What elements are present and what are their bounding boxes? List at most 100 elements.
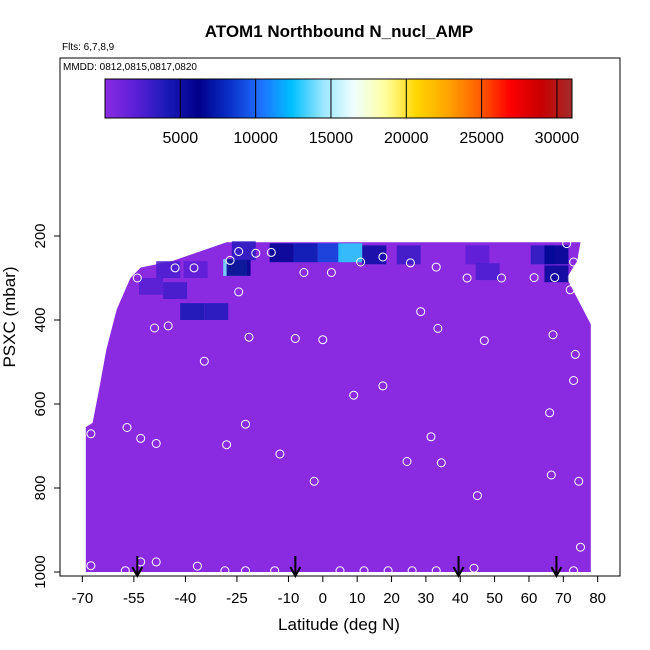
x-tick-label: 40 (452, 590, 469, 607)
sample-point (407, 566, 417, 576)
flight-arrow (131, 556, 144, 579)
x-tick-label: 10 (349, 590, 366, 607)
colorbar-tick-label: 5000 (163, 130, 199, 147)
y-tick-label: 600 (32, 391, 49, 416)
heatmap-cell (226, 259, 251, 276)
x-tick-label: -70 (71, 590, 93, 607)
y-tick-label: 200 (32, 223, 49, 248)
sample-point (479, 336, 489, 346)
sample-point (405, 258, 415, 268)
x-tick-label: 0 (319, 590, 327, 607)
sample-point (220, 566, 230, 576)
sample-point (529, 273, 539, 283)
sample-point (163, 321, 173, 331)
sample-point (383, 566, 393, 576)
sample-point (244, 332, 254, 342)
colorbar-tick-label: 15000 (309, 130, 354, 147)
x-axis: -70 -55 -40 -25 -10 0 10 20 30 40 50 60 70 80 (71, 576, 606, 607)
sample-point (120, 566, 130, 576)
colorbar-tick-label: 20000 (384, 130, 429, 147)
y-tick-label: 400 (32, 307, 49, 332)
x-tick-label: 30 (418, 590, 435, 607)
x-tick-label: 70 (555, 590, 572, 607)
x-tick-label: -55 (123, 590, 145, 607)
sample-point (548, 330, 558, 340)
sample-point (545, 408, 555, 418)
colorbar (104, 78, 573, 119)
x-tick-label: 50 (486, 590, 503, 607)
sample-point (565, 285, 575, 295)
heatmap-cell (338, 243, 363, 263)
flight-arrow (550, 556, 563, 579)
x-tick-label: 20 (383, 590, 400, 607)
sample-point (151, 557, 161, 567)
sample-point (569, 257, 579, 267)
sample-point (550, 273, 560, 283)
sample-point (170, 263, 180, 273)
sample-point (318, 335, 328, 345)
y-tick-label: 1000 (32, 555, 49, 588)
heatmap-cell (293, 243, 318, 263)
sample-point (299, 268, 309, 277)
sample-point (234, 287, 244, 297)
heatmap-cell (139, 278, 163, 295)
x-tick-label: -25 (226, 590, 248, 607)
sample-point (589, 315, 599, 325)
sample-point (270, 566, 280, 576)
sample-point (309, 476, 319, 486)
sample-point (359, 566, 369, 576)
sample-point (234, 247, 244, 256)
sample-point (431, 262, 441, 272)
sample-point (326, 268, 336, 277)
colorbar-tick-label: 30000 (535, 130, 580, 147)
sample-point (378, 252, 388, 262)
sample-point (192, 561, 202, 571)
heatmap-cell (544, 245, 569, 265)
sample-point (132, 273, 142, 283)
sample-point (266, 247, 276, 257)
heatmap-cell (396, 245, 421, 265)
heatmap-cell (362, 245, 387, 265)
sample-point (436, 458, 446, 468)
y-axis-label: PSXC (mbar) (0, 266, 19, 367)
sample-point (199, 356, 209, 366)
x-tick-label: -10 (278, 590, 300, 607)
sample-point (576, 542, 585, 552)
y-axis: 200 400 600 800 1000 (32, 223, 60, 589)
x-tick-label: 80 (589, 590, 606, 607)
sample-point (335, 566, 345, 576)
sample-point (431, 566, 441, 576)
heatmap-cell (180, 303, 205, 320)
dates-label: MMDD: 0812,0815,0817,0820 (63, 62, 197, 73)
heatmap-cell (183, 261, 208, 278)
sample-point (378, 381, 388, 391)
y-tick-label: 800 (32, 475, 49, 500)
sample-point (402, 457, 412, 466)
sample-point (189, 263, 199, 273)
sample-point (136, 433, 146, 443)
sample-point (241, 419, 250, 429)
sample-point (86, 429, 96, 439)
sample-point (225, 255, 235, 265)
sample-point (562, 239, 572, 249)
sample-point (349, 390, 359, 400)
heatmap-cells (85, 241, 591, 573)
sample-point (416, 307, 426, 317)
heatmap-cell (156, 261, 181, 278)
colorbar-tick-label: 25000 (459, 130, 504, 147)
sample-point (151, 439, 161, 448)
colorbar-tick-label: 10000 (233, 130, 278, 147)
sample-point (290, 334, 300, 343)
heatmap-cell (465, 245, 490, 265)
sample-point (222, 440, 232, 450)
x-axis-label: Latitude (deg N) (278, 615, 400, 634)
sample-point (472, 491, 482, 501)
sample-point (591, 557, 601, 567)
x-tick-label: 60 (521, 590, 538, 607)
heatmap-cell (163, 282, 188, 299)
sample-point (433, 323, 443, 333)
sample-point (569, 566, 579, 576)
sample-point (574, 476, 584, 486)
flight-arrow (452, 556, 465, 579)
